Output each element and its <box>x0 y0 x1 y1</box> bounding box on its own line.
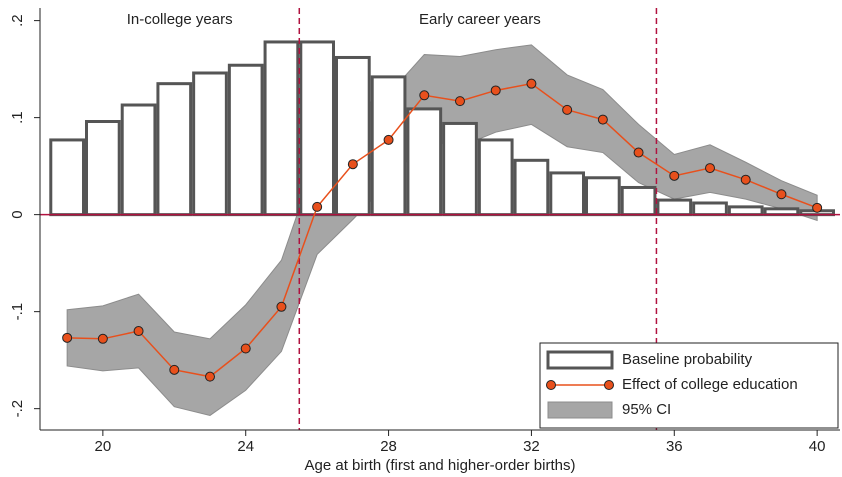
effect-point <box>62 332 73 343</box>
effect-line <box>67 82 818 378</box>
bar <box>513 158 550 217</box>
line-layer <box>62 78 823 382</box>
bar <box>299 40 335 217</box>
legend-label: 95% CI <box>622 401 671 418</box>
bar <box>620 185 657 217</box>
bar <box>656 198 693 217</box>
effect-point <box>276 301 287 312</box>
bar <box>692 201 728 217</box>
effect-point <box>97 333 108 344</box>
legend-label: Baseline probability <box>622 351 753 368</box>
x-axis-title: Age at birth (first and higher-order bir… <box>305 457 576 474</box>
legend-marker <box>604 380 614 390</box>
effect-point <box>419 90 430 101</box>
y-tick-label: -.2 <box>9 400 26 418</box>
x-tick-label: 28 <box>380 438 397 455</box>
effect-point <box>383 134 394 145</box>
bar <box>763 207 800 217</box>
effect-point <box>169 364 180 375</box>
bar <box>442 121 478 217</box>
effect-point <box>562 104 573 115</box>
bar <box>549 171 585 217</box>
bar <box>85 120 121 217</box>
bar <box>727 205 764 217</box>
bar <box>263 40 300 217</box>
annotation: Early career years <box>419 11 541 28</box>
bar <box>585 176 621 217</box>
legend-label: Effect of college education <box>622 376 798 393</box>
effect-point <box>240 343 251 354</box>
bar <box>192 71 228 217</box>
effect-point <box>490 85 501 96</box>
bar <box>120 103 157 217</box>
x-tick-label: 40 <box>809 438 826 455</box>
effect-point <box>705 163 715 174</box>
y-tick-label: -.1 <box>9 303 26 321</box>
effect-point <box>812 202 823 213</box>
annotation: In-college years <box>127 11 233 28</box>
x-tick-label: 24 <box>237 438 254 455</box>
bar <box>370 75 407 217</box>
effect-point <box>597 114 608 125</box>
bar <box>406 107 443 217</box>
y-tick-label: .2 <box>9 14 26 27</box>
effect-point <box>347 159 358 170</box>
bar <box>227 63 264 217</box>
effect-point <box>633 147 644 158</box>
effect-point <box>669 170 680 181</box>
effect-point <box>133 326 144 337</box>
legend-swatch <box>546 350 614 370</box>
bar <box>156 82 193 217</box>
effect-point <box>455 96 465 107</box>
effect-point <box>776 189 787 200</box>
bar <box>49 138 85 217</box>
x-tick-label: 20 <box>95 438 112 455</box>
bar <box>477 138 514 217</box>
bar-layer <box>49 40 835 217</box>
effect-point <box>312 201 323 212</box>
bar <box>335 55 371 217</box>
x-tick-label: 32 <box>523 438 540 455</box>
effect-point <box>740 174 751 185</box>
x-tick-label: 36 <box>666 438 683 455</box>
effect-point <box>526 78 537 89</box>
y-tick-label: 0 <box>9 210 26 218</box>
legend-marker <box>546 380 556 390</box>
y-tick-label: .1 <box>9 111 26 124</box>
effect-point <box>205 371 215 382</box>
legend-swatch <box>547 401 613 419</box>
